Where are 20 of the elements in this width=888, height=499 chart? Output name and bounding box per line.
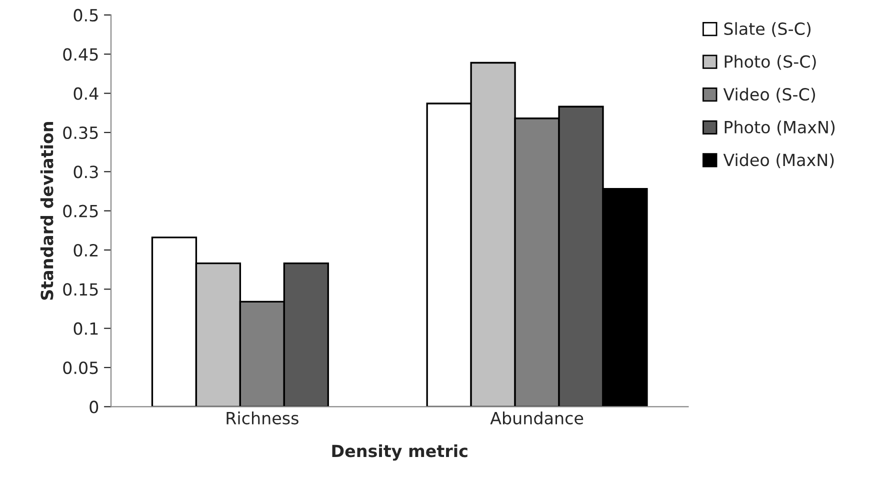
legend-label: Video (S-C) xyxy=(723,88,815,103)
x-tick-label: Abundance xyxy=(490,412,584,424)
y-tick-label: 0.1 xyxy=(74,322,98,335)
y-tick-label: 0.3 xyxy=(74,166,98,178)
y-tick-label: 0.5 xyxy=(74,8,98,22)
y-tick-label: 0.45 xyxy=(63,48,98,61)
y-tick-label: 0.15 xyxy=(63,283,98,296)
y-tick-label: 0.4 xyxy=(74,87,98,100)
x-tick-label: Richness xyxy=(226,412,298,424)
y-tick-label: 0.05 xyxy=(63,361,98,374)
legend-label: Video (MaxN) xyxy=(723,153,834,168)
y-tick-label: 0.25 xyxy=(63,204,98,218)
y-tick-label: 0.35 xyxy=(63,126,98,140)
y-tick-label: 0 xyxy=(90,400,98,414)
legend-label: Photo (MaxN) xyxy=(724,120,835,136)
y-axis-title: Standard deviation xyxy=(40,122,54,300)
y-tick-label: 0.2 xyxy=(74,244,98,257)
x-axis-title: Density metric xyxy=(332,444,468,461)
legend-label: Photo (S-C) xyxy=(724,54,816,70)
legend-label: Slate (S-C) xyxy=(724,22,811,37)
